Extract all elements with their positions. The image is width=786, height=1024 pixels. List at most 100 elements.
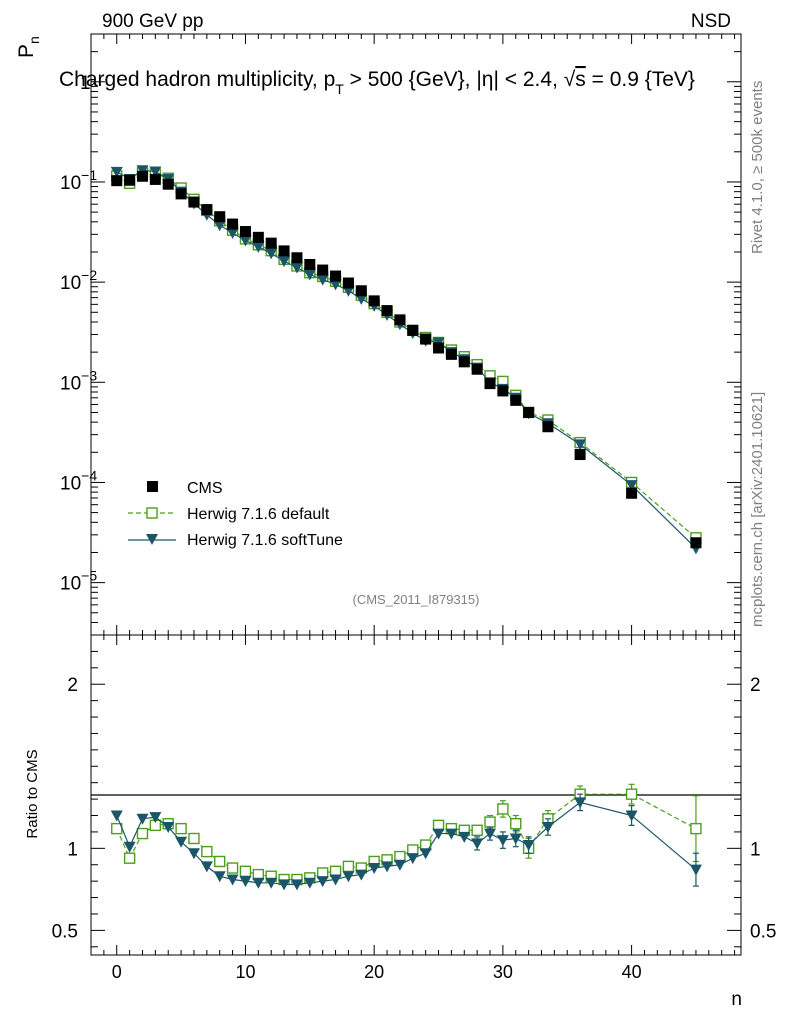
main-point-cms	[175, 188, 187, 200]
ratio-point-herwig-7-1-6-softtune	[393, 859, 406, 871]
main-point-herwig-7-1-6-softtune	[149, 166, 162, 178]
main-point-herwig-7-1-6-softtune	[226, 227, 239, 239]
ratio-point-herwig-7-1-6-softtune	[509, 833, 522, 845]
ratio-point-herwig-7-1-6-default	[201, 845, 213, 858]
mcplots-label: mcplots.cern.ch [arXiv:2401.10621]	[749, 392, 766, 627]
main-point-herwig-7-1-6-softtune	[316, 274, 329, 286]
main-point-cms	[111, 175, 123, 187]
main-point-cms	[136, 170, 148, 182]
legend-softtune-marker	[146, 534, 158, 545]
ratio-point-herwig-7-1-6-softtune	[213, 871, 226, 883]
ratio-point-herwig-7-1-6-softtune	[278, 879, 291, 891]
ratio-y-tick-label: 2	[67, 675, 78, 696]
main-y-tick-label: 1	[80, 73, 91, 94]
main-point-cms	[317, 264, 329, 276]
main-y-tick-label: 10−4	[60, 467, 97, 494]
main-point-cms	[690, 537, 702, 549]
main-point-cms	[201, 204, 213, 216]
main-point-herwig-7-1-6-softtune	[625, 480, 638, 492]
main-point-cms	[124, 174, 136, 186]
header-left-label: 900 GeV pp	[102, 11, 203, 32]
main-point-herwig-7-1-6-softtune	[303, 269, 316, 281]
ratio-point-herwig-7-1-6-softtune	[226, 874, 239, 886]
main-point-cms	[162, 178, 174, 190]
main-point-cms	[445, 348, 457, 360]
legend-default-marker	[146, 507, 158, 519]
ratio-y-tick-label: 0.5	[52, 921, 78, 942]
ratio-point-herwig-7-1-6-softtune	[252, 877, 265, 889]
ratio-y-tick-label-right: 1	[750, 839, 761, 860]
main-point-cms	[523, 406, 535, 418]
main-point-cms	[149, 173, 161, 185]
chart-title-s: s	[575, 68, 586, 91]
main-point-herwig-7-1-6-softtune	[329, 279, 342, 291]
ratio-point-herwig-7-1-6-softtune	[355, 869, 368, 881]
ratio-point-herwig-7-1-6-softtune	[316, 876, 329, 888]
main-point-cms	[458, 356, 470, 368]
main-point-cms	[394, 314, 406, 326]
main-point-herwig-7-1-6-softtune	[239, 235, 252, 247]
analysis-tag: (CMS_2011_I879315)	[353, 592, 480, 607]
ratio-point-herwig-7-1-6-softtune	[432, 828, 445, 840]
main-point-cms	[355, 285, 367, 297]
ratio-point-herwig-7-1-6-default	[497, 803, 509, 815]
main-point-cms	[433, 342, 445, 354]
ratio-point-herwig-7-1-6-softtune	[541, 822, 554, 833]
ratio-series-line-herwig-7-1-6-default	[116, 793, 697, 881]
main-point-cms	[381, 305, 393, 317]
ratio-point-herwig-7-1-6-default	[239, 865, 252, 878]
ratio-point-herwig-7-1-6-softtune	[136, 813, 149, 825]
ratio-point-herwig-7-1-6-softtune	[290, 879, 303, 891]
main-point-cms	[574, 449, 586, 461]
ratio-point-herwig-7-1-6-default	[175, 822, 187, 835]
ratio-point-herwig-7-1-6-softtune	[496, 835, 509, 847]
ratio-point-herwig-7-1-6-softtune	[381, 861, 394, 873]
main-y-tick-label: 10−5	[60, 568, 97, 595]
main-point-cms	[278, 245, 290, 257]
main-point-cms	[626, 487, 638, 499]
main-point-cms	[484, 378, 496, 390]
ratio-point-herwig-7-1-6-softtune	[484, 828, 497, 840]
ratio-point-herwig-7-1-6-default	[136, 827, 149, 840]
ratio-point-herwig-7-1-6-default	[123, 852, 136, 864]
main-point-cms	[304, 258, 316, 270]
chart-title: Charged hadron multiplicity, pT > 500 {G…	[59, 68, 695, 97]
ratio-y-tick-label-right: 0.5	[750, 921, 776, 942]
ratio-point-herwig-7-1-6-softtune	[110, 810, 123, 822]
chart-title-sub: T	[335, 81, 344, 97]
header-right-label: NSD	[691, 11, 731, 32]
ratio-point-herwig-7-1-6-default	[471, 824, 483, 836]
x-tick-label: 20	[364, 962, 384, 982]
ratio-point-herwig-7-1-6-default	[690, 822, 702, 835]
ratio-point-herwig-7-1-6-default	[484, 816, 496, 828]
main-point-cms	[252, 231, 264, 243]
main-point-cms	[542, 421, 554, 433]
main-point-herwig-7-1-6-softtune	[136, 165, 149, 177]
main-point-cms	[407, 324, 419, 336]
ratio-point-herwig-7-1-6-default	[510, 818, 522, 830]
main-point-herwig-7-1-6-softtune	[213, 220, 226, 232]
ratio-point-herwig-7-1-6-softtune	[471, 838, 484, 850]
main-point-herwig-7-1-6-softtune	[342, 285, 355, 297]
ratio-point-herwig-7-1-6-softtune	[303, 877, 316, 889]
ratio-point-herwig-7-1-6-default	[625, 788, 638, 800]
main-point-cms	[188, 196, 200, 208]
ratio-point-herwig-7-1-6-softtune	[200, 861, 213, 873]
ratio-point-herwig-7-1-6-softtune	[175, 836, 188, 848]
x-axis-label: n	[731, 989, 742, 1010]
x-tick-label: 0	[112, 962, 122, 982]
legend-default-label: Herwig 7.1.6 default	[187, 506, 330, 523]
ratio-point-herwig-7-1-6-softtune	[123, 841, 136, 853]
ratio-point-herwig-7-1-6-softtune	[419, 848, 432, 860]
legend-cms-marker	[147, 481, 158, 492]
ratio-point-herwig-7-1-6-softtune	[187, 848, 200, 860]
legend: CMS Herwig 7.1.6 default Herwig 7.1.6 so…	[128, 480, 343, 549]
main-y-tick-label: 10−1	[60, 167, 97, 194]
main-y-tick-label: 10−3	[60, 367, 97, 394]
ratio-point-herwig-7-1-6-default	[342, 860, 355, 873]
main-y-tick-label: 10−2	[60, 267, 97, 294]
ratio-point-herwig-7-1-6-softtune	[689, 864, 702, 876]
main-point-herwig-7-1-6-softtune	[290, 262, 303, 274]
ratio-point-herwig-7-1-6-softtune	[162, 822, 175, 833]
